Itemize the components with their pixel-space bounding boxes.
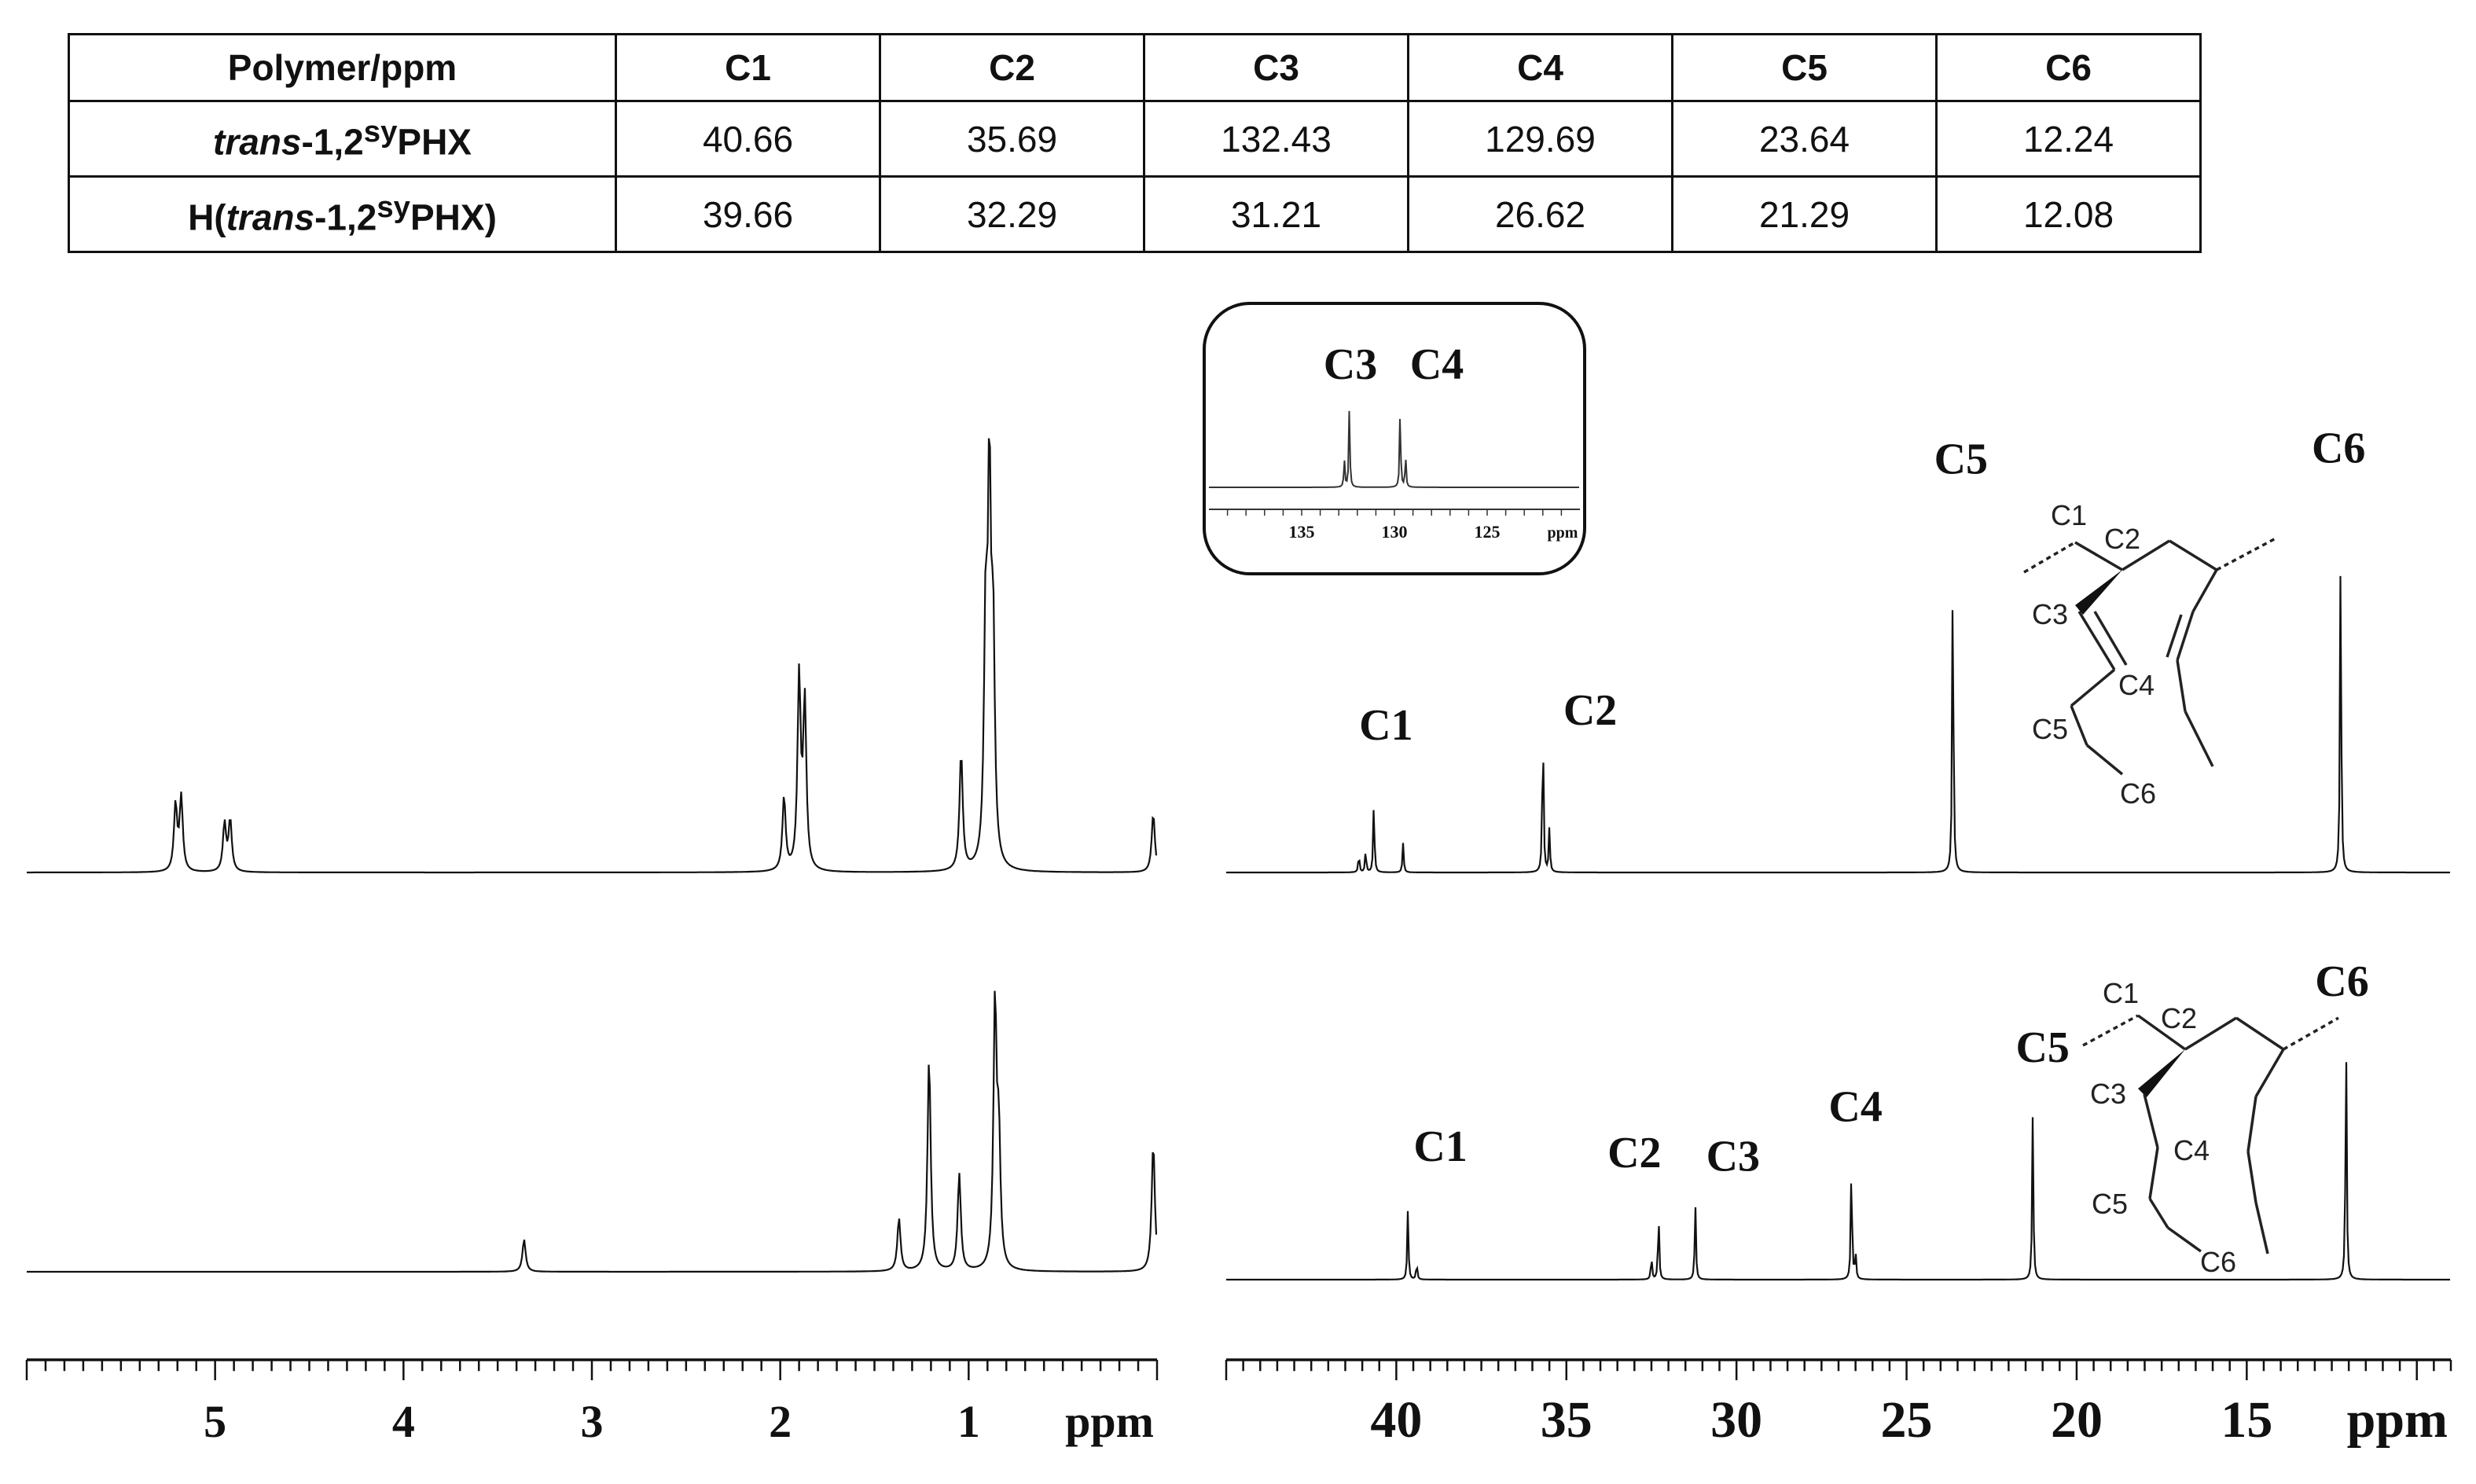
polymer-name-superscript: sy <box>377 189 410 224</box>
polymer-name-italic: trans <box>213 121 302 163</box>
tick-label: 2 <box>769 1396 792 1447</box>
tick-label: 4 <box>392 1396 415 1447</box>
table-cell: 35.69 <box>879 100 1145 178</box>
peak-label: C1 <box>1359 701 1412 750</box>
peak-label: C4 <box>1828 1082 1882 1131</box>
h1-spectrum-trace <box>27 990 1158 1273</box>
table-cell: 129.69 <box>1407 100 1673 178</box>
polymer-name-locant: -1,2 <box>314 197 377 238</box>
table-cell: 23.64 <box>1671 100 1938 178</box>
x-axis-label: ppm <box>2347 1391 2448 1449</box>
structure-labels-top: C1 C2 C3 C4 C5 C6 <box>2032 499 2156 810</box>
structure-atom-label: C1 <box>2103 977 2139 1009</box>
polymer-name-cell: trans-1,2syPHX <box>68 100 617 178</box>
structure-atom-label: C2 <box>2161 1002 2197 1034</box>
inset-tick-label: 125 <box>1475 522 1501 542</box>
inset-peak-label: C4 <box>1410 340 1464 389</box>
structure-atom-label: C1 <box>2051 499 2087 531</box>
c13-nmr-panel: C1 C2 C5 C6 C1 C2 C3 C4 C5 C6 40 35 30 25 20 15 ppm <box>1225 424 2452 1449</box>
polymer-name-superscript: sy <box>363 114 398 149</box>
polymer-name-prefix: H( <box>188 197 226 238</box>
tick-label: 3 <box>581 1396 604 1447</box>
table-header-cell: C4 <box>1407 32 1673 103</box>
polymer-name-locant: -1,2 <box>301 121 364 163</box>
table-row: trans-1,2syPHX 40.66 35.69 132.43 129.69… <box>68 100 2202 178</box>
table-cell: 39.66 <box>615 175 881 253</box>
tick-label: 20 <box>2051 1391 2103 1449</box>
x-axis-label: ppm <box>1065 1396 1154 1447</box>
tick-label: 15 <box>2221 1391 2272 1449</box>
structure-atom-label: C6 <box>2200 1246 2236 1278</box>
structure-diagram-top <box>2023 537 2276 776</box>
table-cell: 31.21 <box>1143 175 1409 253</box>
table-cell: 40.66 <box>615 100 881 178</box>
peak-label: C5 <box>1934 435 1988 483</box>
table-cell: 132.43 <box>1143 100 1409 178</box>
structure-atom-label: C3 <box>2090 1078 2126 1110</box>
chemical-shift-table: Polymer/ppm C1 C2 C3 C4 C5 C6 trans-1,2s… <box>68 32 2202 253</box>
inset-frame <box>1203 302 1586 575</box>
tick-label: 1 <box>957 1396 980 1447</box>
polymer-name-italic: trans <box>226 197 315 238</box>
table-header-cell: C1 <box>615 32 881 103</box>
table-cell: 12.24 <box>1935 100 2202 178</box>
table-row: H(trans-1,2syPHX) 39.66 32.29 31.21 26.6… <box>68 175 2202 253</box>
peak-label: C5 <box>2015 1023 2069 1072</box>
peak-label: C2 <box>1607 1129 1661 1177</box>
h1-nmr-panel: 5 4 3 2 1 ppm <box>25 438 1159 1447</box>
table-cell: 12.08 <box>1935 175 2202 253</box>
table-header-cell: C2 <box>879 32 1145 103</box>
inset-axis-label: ppm <box>1548 524 1578 542</box>
inset-spectrum-trace <box>1209 410 1579 488</box>
inset-tick-label: 130 <box>1382 522 1408 542</box>
polymer-name-cell: H(trans-1,2syPHX) <box>68 175 617 253</box>
tick-label: 40 <box>1370 1391 1422 1449</box>
structure-atom-label: C2 <box>2104 523 2140 555</box>
inset-tick-label: 135 <box>1289 522 1315 542</box>
table-header-cell: Polymer/ppm <box>68 32 617 103</box>
peak-label: C3 <box>1706 1132 1760 1181</box>
tick-label: 35 <box>1541 1391 1593 1449</box>
structure-atom-label: C5 <box>2032 713 2068 745</box>
table-cell: 21.29 <box>1671 175 1938 253</box>
peak-label: C6 <box>2312 424 2365 472</box>
structure-diagram-bottom <box>2082 1014 2339 1254</box>
h1-spectrum-trace <box>27 438 1158 874</box>
polymer-name-close: ) <box>484 197 497 238</box>
tick-label: 25 <box>1881 1391 1933 1449</box>
inset-panel: 135 130 125 ppm C3 C4 <box>1203 302 1586 575</box>
table-header-cell: C3 <box>1143 32 1409 103</box>
table-header-cell: C6 <box>1935 32 2202 103</box>
tick-label: 5 <box>204 1396 226 1447</box>
structure-atom-label: C4 <box>2118 669 2155 701</box>
c13-spectrum-trace <box>1226 575 2450 874</box>
table-header-cell: C5 <box>1671 32 1938 103</box>
structure-atom-label: C4 <box>2173 1134 2210 1166</box>
tick-label: 30 <box>1710 1391 1762 1449</box>
polymer-name-tail: PHX <box>397 121 472 163</box>
structure-atom-label: C3 <box>2032 598 2068 630</box>
inset-peak-label: C3 <box>1324 340 1377 389</box>
table-cell: 26.62 <box>1407 175 1673 253</box>
structure-atom-label: C6 <box>2120 777 2156 810</box>
structure-labels-bottom: C1 C2 C3 C4 C5 C6 <box>2090 977 2236 1278</box>
peak-label: C6 <box>2315 957 2368 1006</box>
polymer-name-tail: PHX <box>410 197 485 238</box>
table-cell: 32.29 <box>879 175 1145 253</box>
c13-spectrum-trace <box>1226 1062 2450 1281</box>
structure-atom-label: C5 <box>2092 1188 2128 1220</box>
peak-label: C2 <box>1563 686 1617 735</box>
peak-label: C1 <box>1413 1122 1467 1171</box>
table-header-row: Polymer/ppm C1 C2 C3 C4 C5 C6 <box>68 32 2202 103</box>
